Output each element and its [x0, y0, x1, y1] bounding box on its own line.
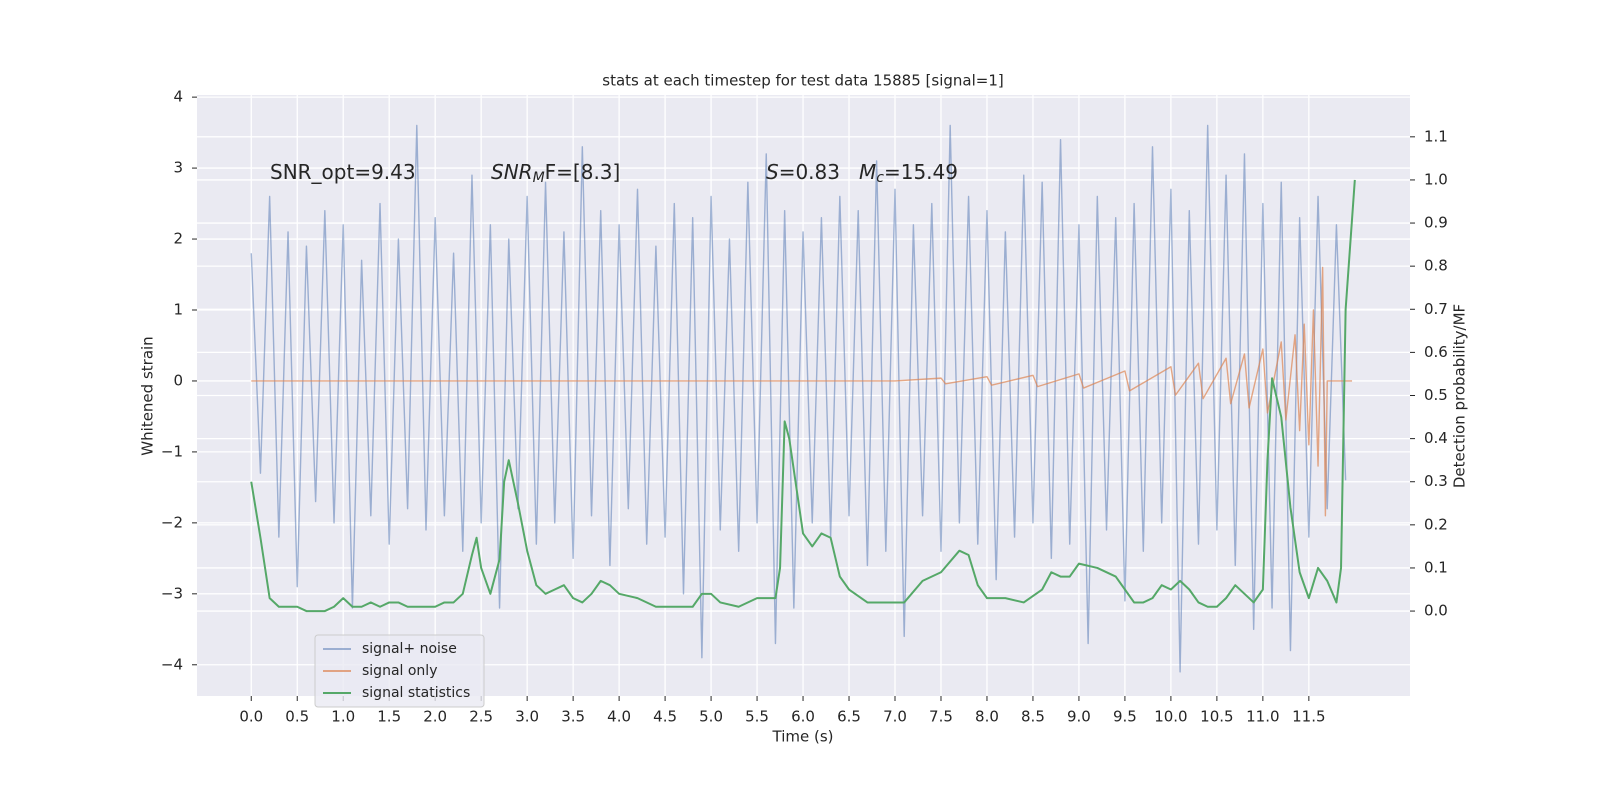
series-line [250, 179, 1356, 613]
annotation-part: c [876, 170, 884, 186]
annotation: SNR_opt=9.43 [270, 160, 416, 184]
x-tick-label: 4.0 [607, 708, 631, 726]
x-tick-label: 1.5 [377, 708, 401, 726]
y-axis-label: Whitened strain [139, 336, 157, 455]
legend: signal+ noise signal only signal statistic… [314, 634, 485, 708]
x-tick-label: 10.0 [1154, 708, 1187, 726]
annotation: S=0.83 [766, 160, 840, 184]
y2-tick-label: 0.2 [1424, 515, 1448, 533]
legend-label: signal statistics [362, 685, 470, 701]
annotation-part: SNR [491, 160, 533, 184]
y-tick-label: 3 [173, 159, 183, 177]
x-tick-label: 9.5 [1113, 708, 1137, 726]
y-tick-label: −2 [161, 513, 183, 531]
x-tick-label: 7.5 [929, 708, 953, 726]
x-tick-label: 5.0 [699, 708, 723, 726]
y-tick-label: 1 [173, 300, 183, 318]
x-axis-label: Time (s) [772, 728, 834, 746]
y2-tick-label: 0.6 [1424, 343, 1448, 361]
y2-tick-label: 0.9 [1424, 214, 1448, 232]
y2-tick-label: 1.1 [1424, 127, 1448, 145]
y-tick-label: 2 [173, 230, 183, 248]
x-tick-label: 9.0 [1067, 708, 1091, 726]
y2-tick-label: 0.0 [1424, 602, 1448, 620]
chart-title: stats at each timestep for test data 158… [602, 72, 1003, 90]
x-tick-label: 5.5 [745, 708, 769, 726]
x-tick-label: 4.5 [653, 708, 677, 726]
x-tick-label: 0.5 [285, 708, 309, 726]
x-tick-label: 10.5 [1200, 708, 1233, 726]
y2-tick-label: 0.1 [1424, 558, 1448, 576]
x-tick-label: 6.0 [791, 708, 815, 726]
annotation-part: =15.49 [884, 160, 958, 184]
x-tick-label: 8.0 [975, 708, 999, 726]
annotation-part: S [766, 160, 779, 184]
x-tick-label: 6.5 [837, 708, 861, 726]
annotation: Mc=15.49 [859, 160, 958, 187]
annotation-part: F=[8.3] [545, 160, 621, 184]
legend-label: signal+ noise [362, 641, 457, 657]
x-tick-label: 11.0 [1246, 708, 1279, 726]
series-line [251, 266, 1353, 517]
annotation-part: SNR_opt=9.43 [270, 160, 416, 184]
y-tick-label: 0 [173, 371, 183, 389]
annotation-part: =0.83 [779, 160, 840, 184]
y2-tick-label: 0.5 [1424, 386, 1448, 404]
x-tick-label: 11.5 [1292, 708, 1325, 726]
x-tick-label: 2.5 [469, 708, 493, 726]
y2-axis-label: Detection probability/MF [1451, 304, 1469, 488]
x-tick-label: 3.5 [561, 708, 585, 726]
y-tick-label: −4 [161, 655, 183, 673]
x-tick-label: 1.0 [331, 708, 355, 726]
y2-tick-label: 0.3 [1424, 472, 1448, 490]
x-tick-label: 3.0 [515, 708, 539, 726]
legend-box [314, 634, 485, 708]
legend-label: signal only [362, 663, 437, 679]
y2-tick-label: 0.7 [1424, 300, 1448, 318]
y2-tick-label: 0.8 [1424, 257, 1448, 275]
x-tick-label: 8.5 [1021, 708, 1045, 726]
x-tick-label: 0.0 [239, 708, 263, 726]
y-tick-label: 4 [173, 88, 183, 106]
annotation-part: M [533, 170, 545, 186]
y2-tick-label: 1.0 [1424, 170, 1448, 188]
y2-tick-label: 0.4 [1424, 429, 1448, 447]
y-tick-label: −3 [161, 584, 183, 602]
y-tick-label: −1 [161, 442, 183, 460]
x-tick-label: 2.0 [423, 708, 447, 726]
x-tick-label: 7.0 [883, 708, 907, 726]
series-line [250, 124, 1347, 673]
annotation: SNRMF=[8.3] [491, 160, 620, 187]
annotation-part: M [859, 160, 876, 184]
